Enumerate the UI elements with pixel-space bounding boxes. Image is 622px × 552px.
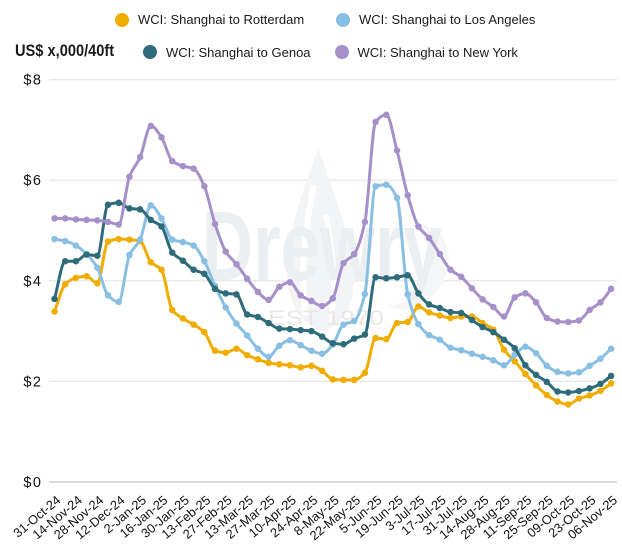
- svg-text:$6: $6: [23, 173, 42, 189]
- svg-text:$8: $8: [23, 73, 42, 89]
- svg-text:$2: $2: [23, 374, 42, 390]
- svg-text:EST 1970: EST 1970: [268, 307, 384, 330]
- svg-text:$4: $4: [23, 274, 42, 290]
- svg-text:$0: $0: [23, 475, 42, 491]
